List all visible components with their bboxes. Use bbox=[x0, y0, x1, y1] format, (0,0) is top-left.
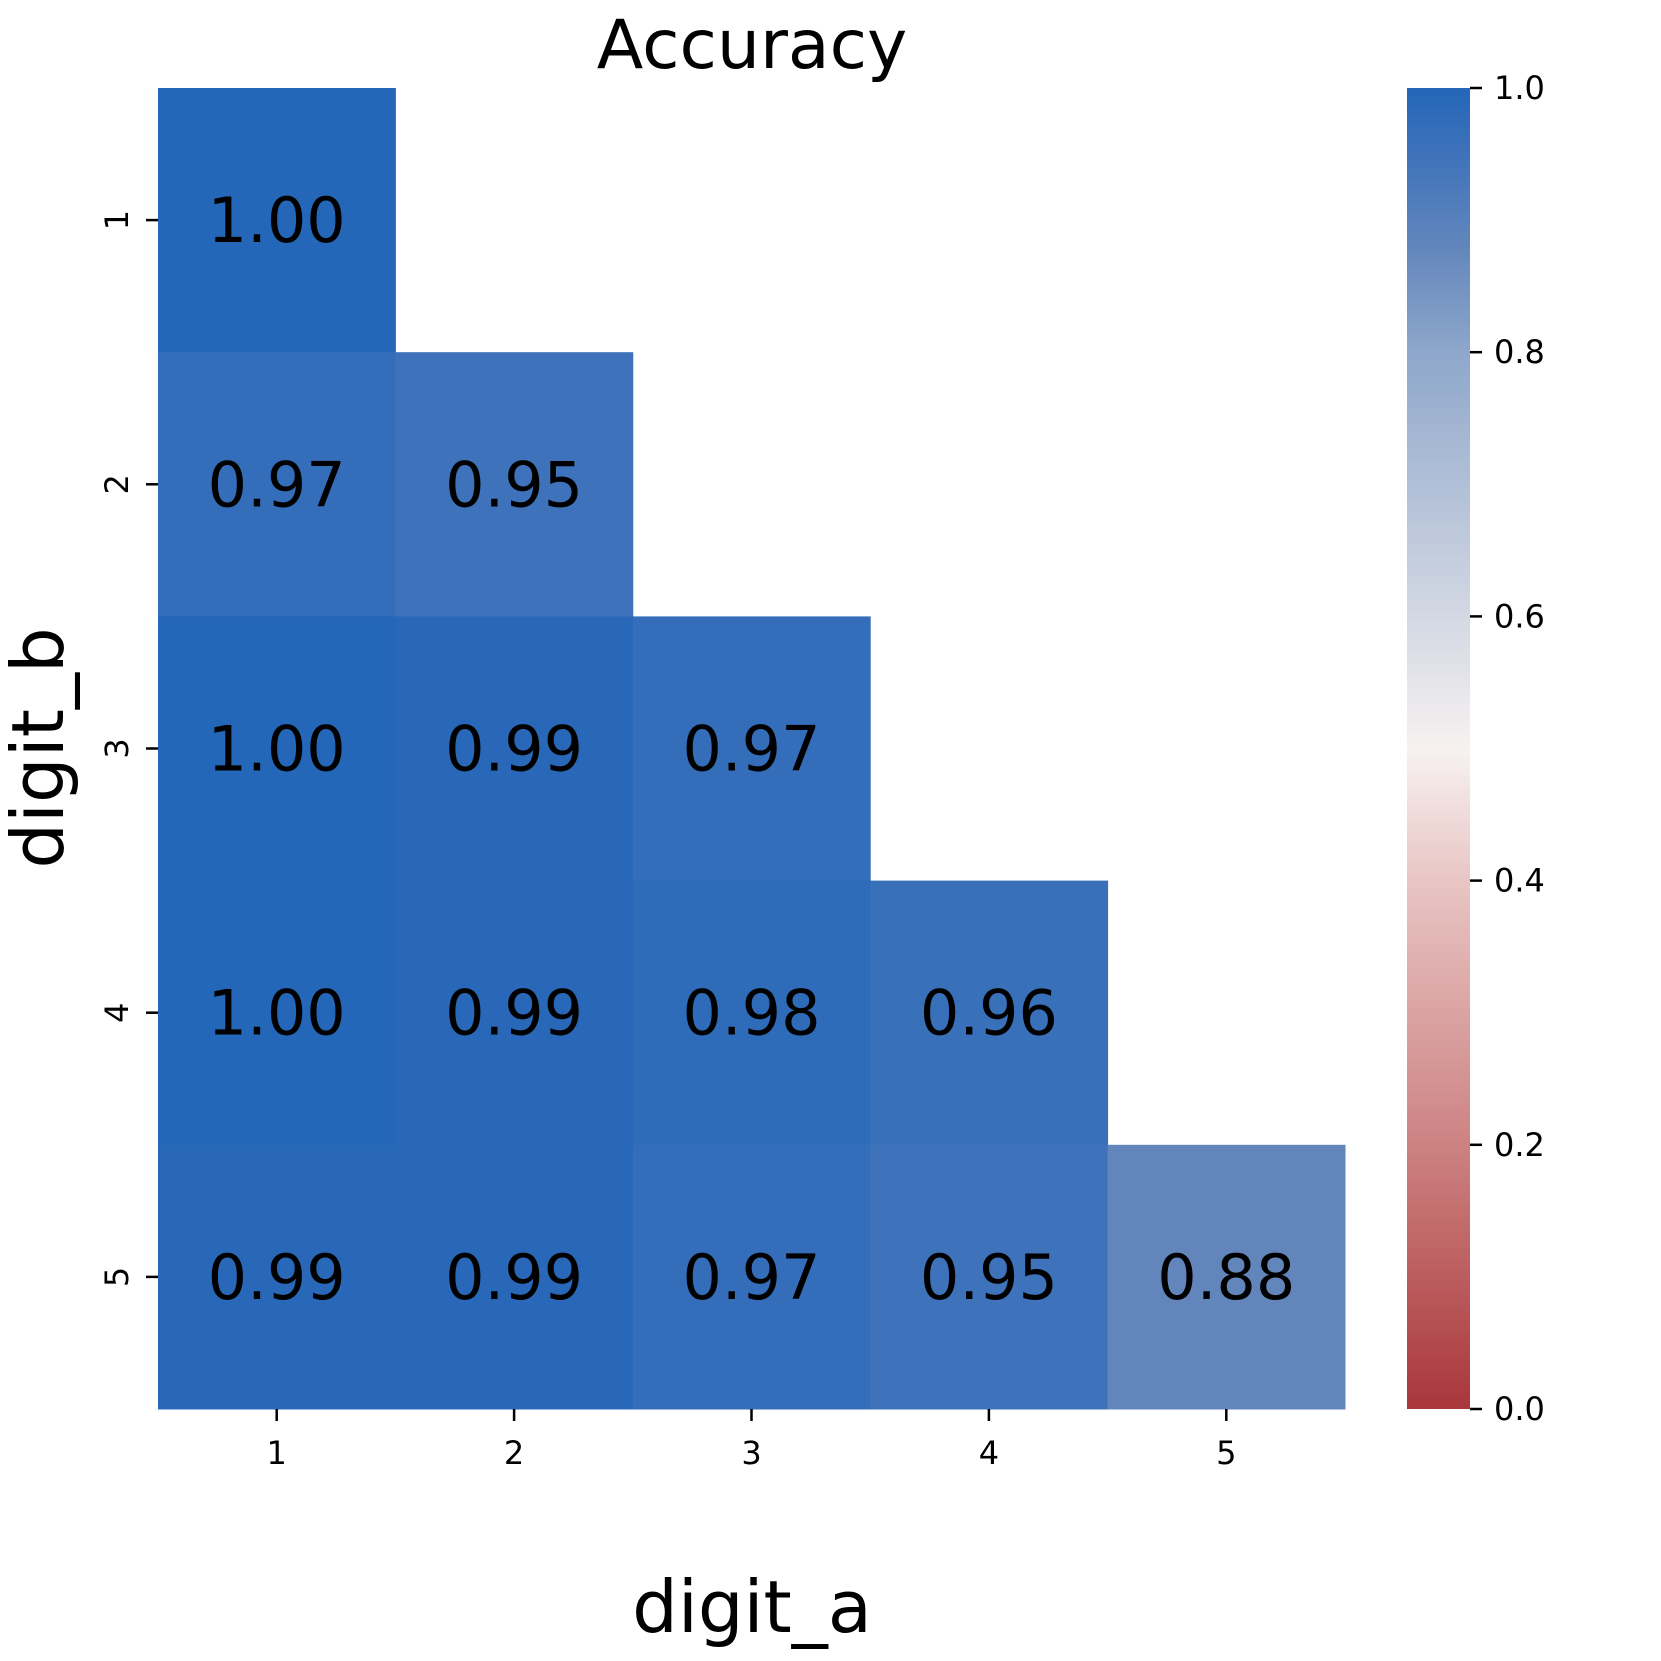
colorbar-tick-label: 0.6 bbox=[1494, 597, 1545, 635]
y-tick-label: 3 bbox=[98, 738, 136, 758]
colorbar-tick-label: 0.8 bbox=[1494, 333, 1545, 371]
cell-value-label: 0.97 bbox=[208, 448, 346, 521]
heatmap-cell bbox=[158, 880, 396, 1146]
heatmap-cell bbox=[632, 1144, 871, 1410]
cell-value-label: 0.96 bbox=[920, 977, 1058, 1050]
y-tick-label: 1 bbox=[98, 210, 136, 230]
chart-title: Accuracy bbox=[597, 6, 907, 85]
colorbar-ticks: 0.0 0.2 0.4 0.6 0.8 1.0 bbox=[1470, 69, 1545, 1428]
y-axis-ticks: 1 2 3 4 5 bbox=[98, 210, 158, 1287]
cell-value-label: 1.00 bbox=[208, 713, 346, 786]
cell-value-label: 0.97 bbox=[682, 713, 820, 786]
cell-value-label: 0.98 bbox=[682, 977, 820, 1050]
cell-value-label: 0.88 bbox=[1157, 1241, 1295, 1314]
heatmap-cell bbox=[158, 616, 396, 882]
heatmap-cell bbox=[870, 1144, 1109, 1410]
x-axis-label: digit_a bbox=[632, 1565, 872, 1649]
colorbar bbox=[1407, 88, 1470, 1409]
cell-value-label: 0.99 bbox=[445, 1241, 583, 1314]
cell-value-label: 0.99 bbox=[445, 977, 583, 1050]
heatmap-cell bbox=[158, 1144, 396, 1410]
cell-value-label: 1.00 bbox=[208, 977, 346, 1050]
x-axis-ticks: 1 2 3 4 5 bbox=[267, 1409, 1236, 1472]
y-tick-label: 4 bbox=[98, 1003, 136, 1023]
colorbar-tick-label: 1.0 bbox=[1494, 69, 1545, 107]
cell-value-label: 0.95 bbox=[920, 1241, 1058, 1314]
heatmap-cell bbox=[395, 616, 634, 882]
cell-value-label: 0.99 bbox=[445, 713, 583, 786]
y-axis-label: digit_b bbox=[0, 627, 80, 868]
x-tick-label: 3 bbox=[741, 1434, 761, 1472]
cell-value-label: 0.97 bbox=[682, 1241, 820, 1314]
colorbar-tick-label: 0.0 bbox=[1494, 1390, 1545, 1428]
heatmap-cell bbox=[632, 880, 871, 1146]
cell-value-label: 0.99 bbox=[208, 1241, 346, 1314]
heatmap-cell bbox=[395, 352, 634, 617]
heatmap-cell bbox=[395, 880, 634, 1146]
y-tick-label: 5 bbox=[98, 1267, 136, 1287]
heatmap-cell bbox=[632, 616, 871, 882]
heatmap-cell bbox=[395, 1144, 634, 1410]
heatmap-cells: 1.00 0.97 0.95 1.00 0.99 0.97 1.00 0.99 0.98 0.96… bbox=[158, 88, 1346, 1410]
x-tick-label: 5 bbox=[1216, 1434, 1236, 1472]
colorbar-tick-label: 0.4 bbox=[1494, 862, 1545, 900]
x-tick-label: 2 bbox=[504, 1434, 524, 1472]
heatmap-cell bbox=[1107, 1144, 1346, 1410]
colorbar-tick-label: 0.2 bbox=[1494, 1126, 1545, 1164]
heatmap-cell bbox=[870, 880, 1109, 1146]
cell-value-label: 1.00 bbox=[208, 184, 346, 257]
cell-value-label: 0.95 bbox=[445, 448, 583, 521]
x-tick-label: 4 bbox=[979, 1434, 999, 1472]
y-tick-label: 2 bbox=[98, 474, 136, 494]
heatmap-cell bbox=[158, 88, 396, 353]
heatmap-cell bbox=[158, 352, 396, 617]
x-tick-label: 1 bbox=[267, 1434, 287, 1472]
